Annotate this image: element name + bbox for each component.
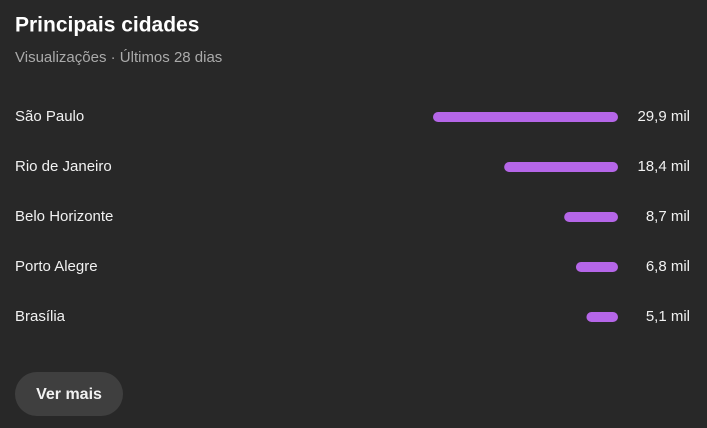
city-label: Brasília bbox=[15, 308, 66, 325]
bar bbox=[433, 112, 618, 122]
chart-title: Principais cidades bbox=[15, 14, 199, 37]
value-label: 29,9 mil bbox=[637, 108, 690, 125]
button-background[interactable] bbox=[15, 372, 123, 416]
bar bbox=[504, 162, 618, 172]
value-label: 18,4 mil bbox=[637, 158, 690, 175]
chart-subtitle: Visualizações · Últimos 28 dias bbox=[15, 49, 222, 66]
bar bbox=[586, 312, 618, 322]
city-label: São Paulo bbox=[15, 108, 84, 125]
see-more-button[interactable]: Ver mais bbox=[15, 372, 123, 416]
value-label: 6,8 mil bbox=[646, 258, 690, 275]
button-label[interactable]: Ver mais bbox=[36, 386, 102, 403]
bar bbox=[564, 212, 618, 222]
bar bbox=[575, 262, 618, 272]
value-label: 5,1 mil bbox=[646, 308, 690, 325]
city-label: Porto Alegre bbox=[15, 258, 98, 275]
city-label: Belo Horizonte bbox=[15, 208, 113, 225]
city-label: Rio de Janeiro bbox=[15, 158, 112, 175]
value-label: 8,7 mil bbox=[646, 208, 690, 225]
